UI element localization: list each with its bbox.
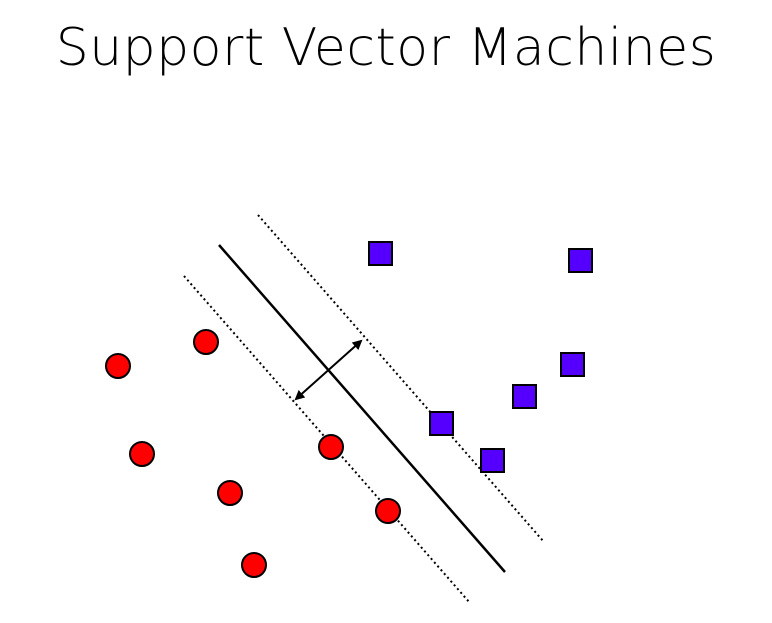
class-a-support-vector	[375, 498, 401, 524]
class-a-point	[129, 441, 155, 467]
class-a-point	[217, 480, 243, 506]
class-b-support-vector	[480, 448, 505, 473]
margin-line-upper	[257, 214, 545, 543]
class-b-point	[368, 241, 393, 266]
margin-width-arrow	[294, 339, 363, 401]
class-b-support-vector	[429, 411, 454, 436]
class-a-points	[105, 329, 401, 578]
decision-boundary-line	[218, 244, 506, 573]
class-a-point	[193, 329, 219, 355]
slide-title: Support Vector Machines	[55, 18, 717, 78]
class-b-points	[368, 241, 593, 473]
class-b-point	[568, 248, 593, 273]
class-a-point	[105, 353, 131, 379]
class-a-support-vector	[318, 434, 344, 460]
class-b-point	[512, 384, 537, 409]
class-a-point	[241, 552, 267, 578]
class-b-point	[560, 352, 585, 377]
